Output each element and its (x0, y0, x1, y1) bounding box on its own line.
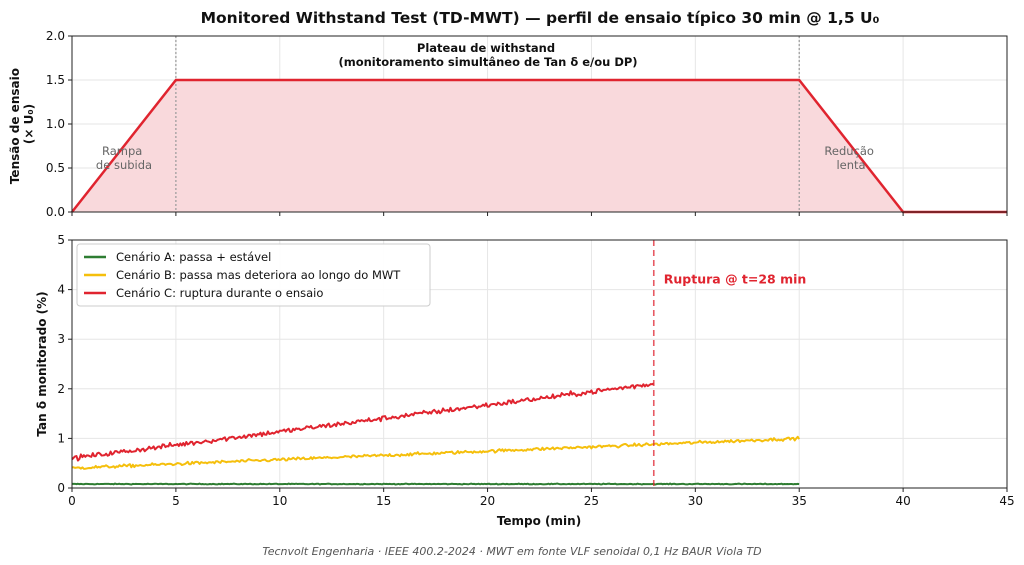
x-tick-label: 5 (172, 494, 180, 508)
top-y-tick-label: 1.0 (46, 117, 65, 131)
top-y-tick-label: 1.5 (46, 73, 65, 87)
bottom-x-ticks: 0 5 10 15 20 25 30 35 40 45 (68, 488, 1015, 508)
top-y-axis-label-line2: (× U₀) (22, 104, 36, 144)
legend-box (76, 243, 431, 307)
series-scenario-c (71, 382, 655, 462)
legend-label-scenario-b: Cenário B: passa mas deteriora ao longo … (116, 268, 401, 282)
bottom-y-tick-label: 3 (57, 332, 65, 346)
x-tick-label: 0 (68, 494, 76, 508)
top-y-axis-label-line1: Tensão de ensaio (8, 68, 22, 184)
voltage-profile-panel: 0.00.51.01.52.0 Tensão de ensaio (× U₀) … (8, 29, 1008, 219)
chart-title: Monitored Withstand Test (TD-MWT) — perf… (201, 9, 880, 27)
plateau-annotation-line1: Plateau de withstand (417, 41, 555, 55)
top-y-tick-label: 0.0 (46, 205, 65, 219)
x-tick-label: 40 (895, 494, 910, 508)
series-scenario-b (71, 435, 801, 470)
legend: Cenário A: passa + estável Cenário B: pa… (76, 243, 431, 307)
tan-delta-series (71, 382, 801, 486)
footer-credit: Tecnvolt Engenharia · IEEE 400.2-2024 · … (262, 545, 761, 558)
ramp-down-annotation-line2: lenta (836, 158, 865, 172)
x-tick-label: 35 (792, 494, 807, 508)
top-y-axis-label: Tensão de ensaio (× U₀) (8, 64, 36, 184)
legend-label-scenario-a: Cenário A: passa + estável (116, 250, 271, 264)
legend-label-scenario-c: Cenário C: ruptura durante o ensaio (116, 286, 323, 300)
bottom-y-tick-label: 5 (57, 233, 65, 247)
ramp-down-annotation: Redução lenta (824, 144, 877, 172)
x-tick-label: 20 (480, 494, 495, 508)
x-tick-label: 25 (584, 494, 599, 508)
rupture-label: Ruptura @ t=28 min (664, 272, 807, 287)
x-axis-label: Tempo (min) (497, 514, 581, 528)
phase-boundary-lines (175, 36, 800, 212)
top-y-tick-label: 0.5 (46, 161, 65, 175)
bottom-y-tick-label: 0 (57, 481, 65, 495)
top-y-tick-label: 2.0 (46, 29, 65, 43)
x-tick-label: 45 (999, 494, 1014, 508)
top-x-ticks (71, 212, 1008, 216)
x-tick-label: 30 (688, 494, 703, 508)
top-y-ticks: 0.0 0.5 1.0 1.5 2.0 (46, 29, 72, 219)
bottom-y-tick-label: 1 (57, 431, 65, 445)
series-scenario-a (71, 482, 800, 486)
ramp-up-annotation: Rampa de subida (96, 144, 152, 172)
x-tick-label: 15 (376, 494, 391, 508)
bottom-y-tick-label: 2 (57, 382, 65, 396)
bottom-y-tick-label: 4 (57, 283, 65, 297)
ramp-up-annotation-line1: Rampa (102, 144, 142, 158)
x-tick-label: 10 (272, 494, 287, 508)
plateau-annotation-line2: (monitoramento simultâneo de Tan δ e/ou … (338, 55, 637, 69)
ramp-up-annotation-line2: de subida (96, 158, 152, 172)
bottom-y-ticks: 0 1 2 3 4 5 (57, 233, 72, 495)
bottom-axes-frame (71, 239, 1008, 489)
voltage-profile-fill (72, 80, 1007, 212)
bottom-y-axis-label: Tan δ monitorado (%) (35, 291, 49, 436)
plateau-annotation: Plateau de withstand (monitoramento simu… (338, 41, 637, 69)
ramp-down-annotation-line1: Redução (824, 144, 874, 158)
